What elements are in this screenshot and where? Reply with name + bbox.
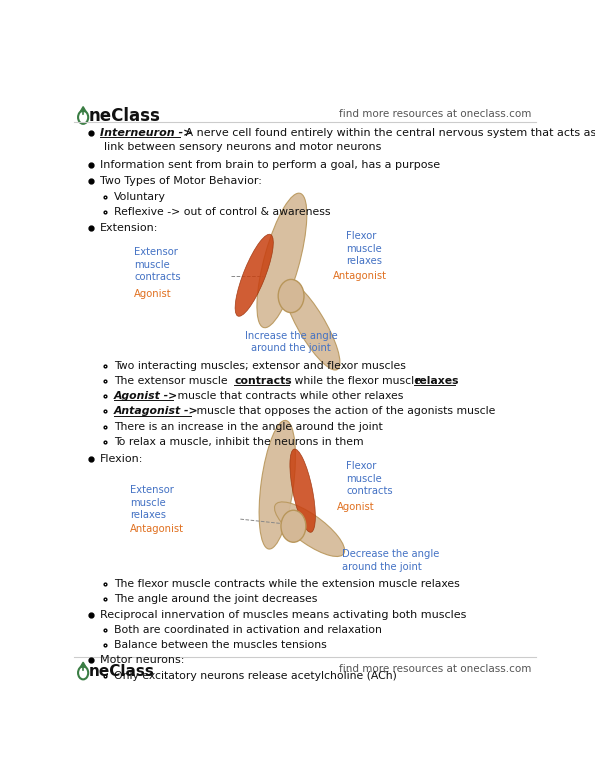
Text: Decrease the angle
around the joint: Decrease the angle around the joint (342, 550, 439, 572)
Text: Extensor
muscle
contracts: Extensor muscle contracts (134, 247, 181, 282)
Text: Agonist ->: Agonist -> (114, 391, 178, 401)
Text: Two Types of Motor Behavior:: Two Types of Motor Behavior: (100, 176, 262, 186)
Text: Motor neurons:: Motor neurons: (100, 655, 184, 665)
Text: contracts: contracts (234, 376, 292, 386)
Polygon shape (80, 106, 86, 112)
Text: Flexion:: Flexion: (100, 454, 143, 464)
Ellipse shape (235, 234, 273, 316)
Text: Only excitatory neurons release acetylcholine (ACh): Only excitatory neurons release acetylch… (114, 671, 396, 681)
Text: Flexor
muscle
relaxes: Flexor muscle relaxes (346, 231, 383, 266)
Text: A nerve cell found entirely within the central nervous system that acts as a: A nerve cell found entirely within the c… (182, 128, 595, 138)
Text: muscle that contracts while other relaxes: muscle that contracts while other relaxe… (174, 391, 404, 401)
Ellipse shape (259, 420, 296, 549)
Text: Antagonist: Antagonist (130, 524, 184, 534)
Text: Antagonist ->: Antagonist -> (114, 407, 198, 417)
Ellipse shape (284, 281, 340, 370)
Text: Reciprocal innervation of muscles means activating both muscles: Reciprocal innervation of muscles means … (100, 610, 466, 620)
Text: To relax a muscle, inhibit the neurons in them: To relax a muscle, inhibit the neurons i… (114, 437, 363, 447)
Text: neClass: neClass (89, 106, 161, 125)
Text: Extension:: Extension: (100, 223, 158, 233)
Text: neClass: neClass (89, 664, 155, 678)
Ellipse shape (257, 193, 307, 328)
Text: find more resources at oneclass.com: find more resources at oneclass.com (339, 109, 531, 119)
Circle shape (281, 511, 306, 542)
Text: The angle around the joint decreases: The angle around the joint decreases (114, 594, 317, 604)
Text: relaxes: relaxes (414, 376, 459, 386)
Text: find more resources at oneclass.com: find more resources at oneclass.com (339, 665, 531, 675)
Text: link between sensory neurons and motor neurons: link between sensory neurons and motor n… (104, 142, 382, 152)
Text: Reflexive -> out of control & awareness: Reflexive -> out of control & awareness (114, 207, 330, 217)
Text: Agonist: Agonist (134, 290, 172, 300)
Text: Increase the angle
around the joint: Increase the angle around the joint (245, 331, 337, 353)
Text: Antagonist: Antagonist (333, 272, 387, 282)
Text: Balance between the muscles tensions: Balance between the muscles tensions (114, 640, 326, 650)
Text: muscle that opposes the action of the agonists muscle: muscle that opposes the action of the ag… (193, 407, 495, 417)
Ellipse shape (274, 502, 345, 557)
Polygon shape (80, 662, 86, 667)
Text: The extensor muscle: The extensor muscle (114, 376, 231, 386)
Text: Both are coordinated in activation and relaxation: Both are coordinated in activation and r… (114, 624, 381, 634)
Text: The flexor muscle contracts while the extension muscle relaxes: The flexor muscle contracts while the ex… (114, 579, 459, 589)
Text: Agonist: Agonist (337, 502, 375, 512)
Text: Information sent from brain to perform a goal, has a purpose: Information sent from brain to perform a… (100, 160, 440, 170)
Text: There is an increase in the angle around the joint: There is an increase in the angle around… (114, 422, 383, 432)
Text: Voluntary: Voluntary (114, 192, 165, 202)
Ellipse shape (290, 449, 315, 532)
Text: Flexor
muscle
contracts: Flexor muscle contracts (346, 461, 393, 496)
Text: Extensor
muscle
relaxes: Extensor muscle relaxes (130, 485, 174, 520)
Text: Interneuron ->: Interneuron -> (100, 128, 192, 138)
Text: while the flexor muscle: while the flexor muscle (290, 376, 424, 386)
Circle shape (278, 280, 304, 313)
Text: Two interacting muscles; extensor and flexor muscles: Two interacting muscles; extensor and fl… (114, 360, 405, 370)
